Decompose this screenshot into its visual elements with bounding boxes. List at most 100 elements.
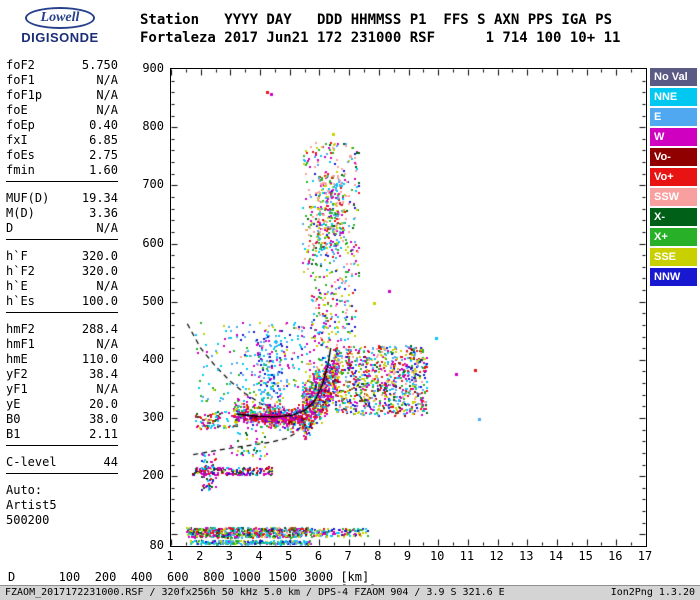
param-value: 3.36 <box>89 206 118 220</box>
y-tick-label: 500 <box>142 293 164 308</box>
param-label: h`F2 <box>6 264 35 278</box>
legend-item-nnw: NNW <box>650 268 697 286</box>
param-group: hmF2 288.4 hmF1 N/A hmE 110.0 yF2 38.4 yF1 N/A yE 2… <box>6 322 118 446</box>
x-tick-label: 7 <box>344 549 352 563</box>
x-tick-label: 13 <box>519 549 534 563</box>
param-row: hmF1 N/A <box>6 337 118 352</box>
x-tick-label: 15 <box>578 549 593 563</box>
y-tick-label: 700 <box>142 177 164 192</box>
param-row: Artist5 <box>6 498 118 513</box>
param-group: Auto: Artist5 500200 <box>6 483 118 531</box>
param-group: foF2 5.750 foF1 N/A foF1p N/A foE N/A foEp 0.40 fx… <box>6 58 118 182</box>
param-value: N/A <box>96 279 118 293</box>
param-panel: foF2 5.750 foF1 N/A foF1p N/A foE N/A foEp 0.40 fx… <box>6 58 118 540</box>
y-tick-label: 600 <box>142 235 164 250</box>
param-label: MUF(D) <box>6 191 50 205</box>
param-value: N/A <box>96 337 118 351</box>
param-value: 5.750 <box>81 58 118 72</box>
param-label: yE <box>6 397 21 411</box>
x-tick-label: 6 <box>314 549 323 563</box>
param-row: foEp 0.40 <box>6 118 118 133</box>
y-tick-label: 80 <box>149 538 164 552</box>
param-row: foF1p N/A <box>6 88 118 103</box>
y-tick-label: 800 <box>142 119 164 134</box>
param-label: yF1 <box>6 382 28 396</box>
param-row: hmF2 288.4 <box>6 322 118 337</box>
param-row: B0 38.0 <box>6 412 118 427</box>
param-row: foEs 2.75 <box>6 148 118 163</box>
param-group: h`F 320.0 h`F2 320.0 h`E N/A h`Es 100.0 <box>6 249 118 313</box>
param-label: foF1p <box>6 88 43 102</box>
param-group: MUF(D) 19.34 M(D) 3.36 D N/A <box>6 191 118 240</box>
param-value: 320.0 <box>81 249 118 263</box>
param-label: hmF2 <box>6 322 35 336</box>
x-tick-label: 16 <box>608 549 623 563</box>
digisonde-logo-text: DIGISONDE <box>21 30 99 45</box>
param-row: hmE 110.0 <box>6 352 118 367</box>
x-tick-label: 9 <box>403 549 412 563</box>
param-label: 500200 <box>6 513 50 527</box>
param-label: foF1 <box>6 73 35 87</box>
param-label: h`F <box>6 249 28 263</box>
param-row: yF2 38.4 <box>6 367 118 382</box>
x-tick-label: 3 <box>225 549 233 563</box>
legend-item-no-val: No Val <box>650 68 697 86</box>
param-value: N/A <box>96 103 118 117</box>
status-program-version: Ion2Png 1.3.20 <box>610 587 695 598</box>
param-value: N/A <box>96 88 118 102</box>
legend-item-x-: X+ <box>650 228 697 246</box>
param-label: h`Es <box>6 294 35 308</box>
param-row: M(D) 3.36 <box>6 206 118 221</box>
param-label: hmE <box>6 352 28 366</box>
x-tick-label: 12 <box>489 549 504 563</box>
x-tick-label: 11 <box>459 549 475 563</box>
legend-item-ssw: SSW <box>650 188 697 206</box>
station-header: Station YYYY DAY DDD HHMMSS P1 FFS S AXN… <box>140 11 620 47</box>
legend-item-vo-: Vo- <box>650 148 697 166</box>
digisonde-logo: Lowell DIGISONDE <box>8 6 112 45</box>
x-tick-label: 10 <box>429 549 445 563</box>
param-label: fxI <box>6 133 28 147</box>
param-label: D <box>6 221 14 235</box>
legend-item-sse: SSE <box>650 248 697 266</box>
x-tick-label: 14 <box>548 549 564 563</box>
param-value: 38.0 <box>89 412 118 426</box>
y-tick-label: 300 <box>142 410 164 425</box>
param-label: B1 <box>6 427 21 441</box>
param-row: h`F2 320.0 <box>6 264 118 279</box>
direction-legend: No Val NNE E W Vo- Vo+ SSW X- X+ SSE NNW <box>650 68 697 288</box>
param-row: h`F 320.0 <box>6 249 118 264</box>
param-value: N/A <box>96 73 118 87</box>
param-row: foE N/A <box>6 103 118 118</box>
param-value: 2.11 <box>89 427 118 441</box>
param-row: foF2 5.750 <box>6 58 118 73</box>
param-label: foE <box>6 103 28 117</box>
param-row: foF1 N/A <box>6 73 118 88</box>
y-tick-label: 900 <box>142 61 164 75</box>
param-group: C-level 44 <box>6 455 118 474</box>
ionogram-canvas <box>171 69 646 546</box>
y-tick-label: 400 <box>142 351 164 366</box>
y-tick-label: 200 <box>142 468 164 483</box>
param-value: 0.40 <box>89 118 118 132</box>
param-label: hmF1 <box>6 337 35 351</box>
status-bar: FZAOM_2017172231000.RSF / 320fx256h 50 k… <box>0 585 700 600</box>
param-value: 6.85 <box>89 133 118 147</box>
param-label: foF2 <box>6 58 35 72</box>
param-label: h`E <box>6 279 28 293</box>
lowell-logo-text: Lowell <box>24 7 96 29</box>
plot-area <box>170 68 647 547</box>
x-tick-label: 2 <box>196 549 204 563</box>
param-row: C-level 44 <box>6 455 118 470</box>
legend-item-e: E <box>650 108 697 126</box>
param-value: 19.34 <box>81 191 118 205</box>
param-label: fmin <box>6 163 35 177</box>
param-label: B0 <box>6 412 21 426</box>
param-value: 1.60 <box>89 163 118 177</box>
param-value: 110.0 <box>81 352 118 366</box>
header-line1: Station YYYY DAY DDD HHMMSS P1 FFS S AXN… <box>140 12 613 28</box>
legend-item-w: W <box>650 128 697 146</box>
param-value: 320.0 <box>81 264 118 278</box>
param-value: 100.0 <box>81 294 118 308</box>
